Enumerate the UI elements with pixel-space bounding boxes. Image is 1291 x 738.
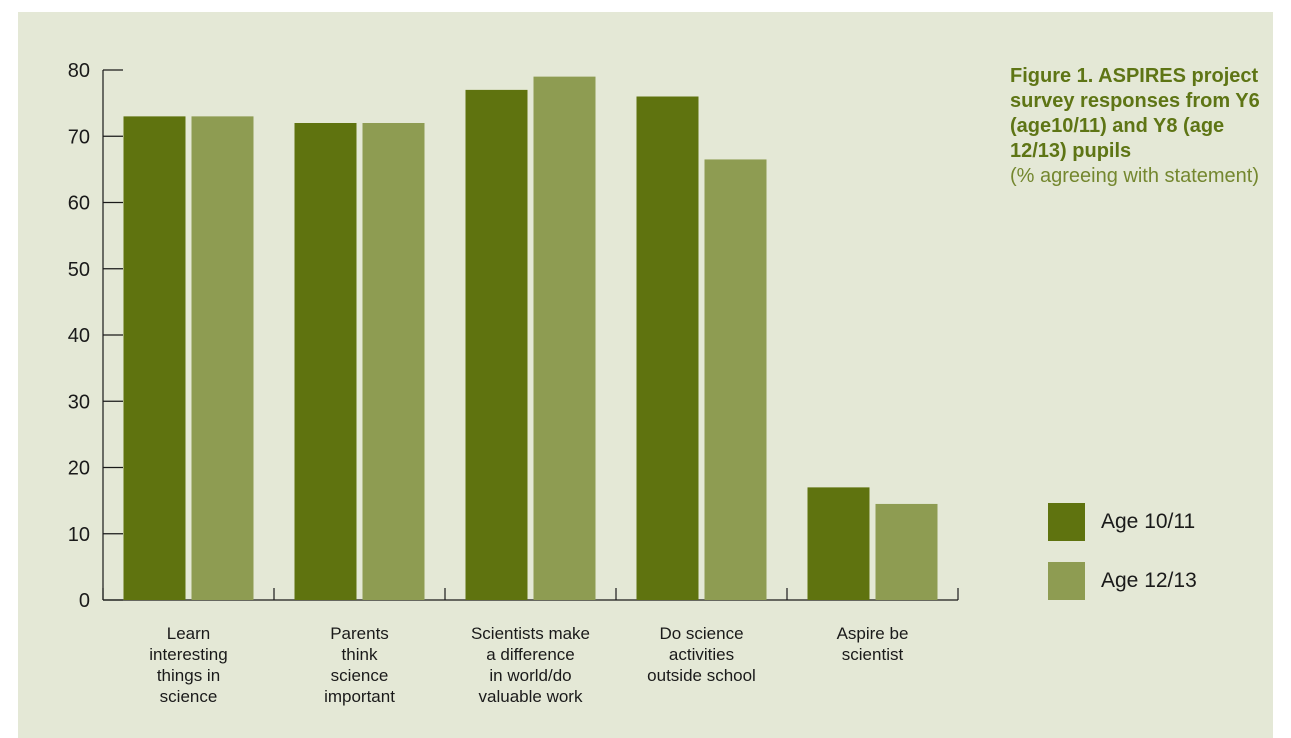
legend-label: Age 10/11: [1101, 510, 1196, 533]
y-tick-label-40: 40: [68, 325, 90, 347]
y-tick-label-70: 70: [68, 126, 90, 148]
bar-age-10-11-cat-4: [807, 487, 870, 600]
category-label-line: science: [331, 666, 389, 685]
bar-age-12-13-cat-2: [533, 76, 596, 600]
bar-age-12-13-cat-3: [704, 159, 767, 600]
category-label-line: Learn: [167, 624, 210, 643]
category-label-line: science: [160, 687, 218, 706]
category-label-line: valuable work: [479, 687, 583, 706]
bar-age-10-11-cat-2: [465, 89, 528, 600]
category-label-line: in world/do: [489, 666, 571, 685]
y-tick-label-20: 20: [68, 458, 90, 480]
legend-swatch: [1048, 503, 1085, 541]
category-label-line: Parents: [330, 624, 389, 643]
y-tick-label-60: 60: [68, 193, 90, 215]
bar-age-12-13-cat-4: [875, 503, 938, 600]
y-tick-label-10: 10: [68, 524, 90, 546]
legend-label: Age 12/13: [1101, 569, 1197, 592]
figure-caption: Figure 1. ASPIRES project survey respons…: [1010, 64, 1280, 189]
figure-title: Figure 1. ASPIRES project survey respons…: [1010, 65, 1260, 162]
figure-subtitle: (% agreeing with statement): [1010, 165, 1260, 187]
y-tick-label-30: 30: [68, 391, 90, 413]
bar-age-10-11-cat-1: [294, 123, 357, 600]
category-label-line: things in: [157, 666, 220, 685]
bar-age-12-13-cat-1: [362, 123, 425, 600]
category-label-line: scientist: [842, 645, 904, 664]
category-label-line: Scientists make: [471, 624, 590, 643]
y-tick-label-0: 0: [79, 590, 90, 612]
category-label-line: important: [324, 687, 395, 706]
bar-age-12-13-cat-0: [191, 116, 254, 600]
category-label-line: a difference: [486, 645, 575, 664]
category-label-line: outside school: [647, 666, 756, 685]
category-label-line: think: [342, 645, 378, 664]
bar-age-10-11-cat-0: [123, 116, 186, 600]
category-label-line: interesting: [149, 645, 227, 664]
category-label-line: activities: [669, 645, 734, 664]
y-tick-label-50: 50: [68, 259, 90, 281]
category-label-line: Do science: [659, 624, 743, 643]
y-tick-label-80: 80: [68, 60, 90, 82]
legend-item-age-12-13: Age 12/13: [1048, 561, 1197, 601]
legend-item-age-10-11: Age 10/11: [1048, 502, 1195, 542]
category-label-line: Aspire be: [837, 624, 909, 643]
legend-swatch: [1048, 562, 1085, 600]
bar-age-10-11-cat-3: [636, 96, 699, 600]
